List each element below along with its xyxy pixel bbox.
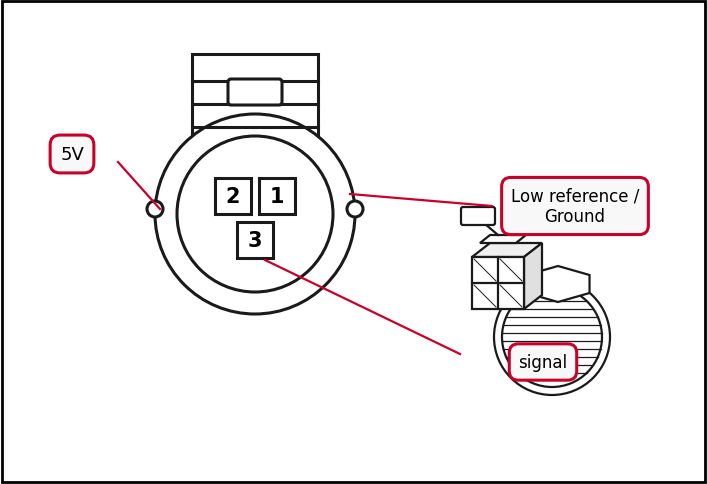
Text: 2: 2	[226, 187, 240, 207]
Polygon shape	[480, 236, 526, 243]
Polygon shape	[524, 243, 542, 309]
FancyBboxPatch shape	[259, 179, 295, 214]
FancyBboxPatch shape	[461, 208, 495, 226]
Circle shape	[347, 201, 363, 217]
Text: Low reference /
Ground: Low reference / Ground	[511, 187, 639, 226]
Text: 1: 1	[270, 187, 284, 207]
Text: 5V: 5V	[60, 146, 84, 164]
FancyBboxPatch shape	[237, 223, 273, 258]
FancyBboxPatch shape	[215, 179, 251, 214]
Text: 3: 3	[247, 230, 262, 251]
FancyBboxPatch shape	[472, 257, 524, 309]
Circle shape	[177, 136, 333, 292]
Polygon shape	[527, 267, 590, 302]
Polygon shape	[472, 243, 542, 257]
FancyBboxPatch shape	[192, 55, 318, 150]
Circle shape	[147, 201, 163, 217]
Text: signal: signal	[518, 353, 568, 371]
FancyBboxPatch shape	[228, 80, 282, 106]
Circle shape	[155, 115, 355, 314]
